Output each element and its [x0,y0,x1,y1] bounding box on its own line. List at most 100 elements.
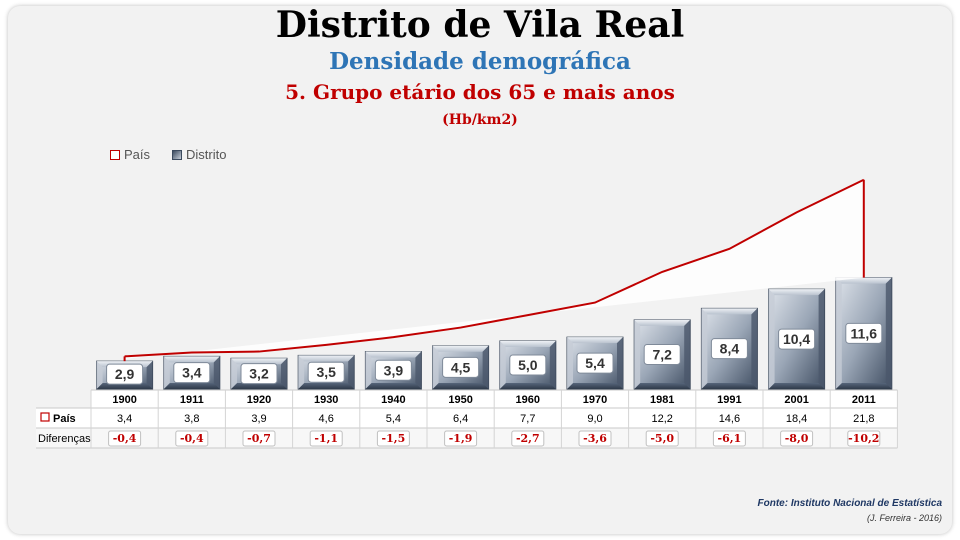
bar-bevel-left [835,277,842,389]
year-label-1991: 1991 [717,394,741,406]
bar-bevel-left [634,319,641,389]
year-label-1940: 1940 [381,394,405,406]
bar-bevel-bottom [499,383,556,389]
diff-value-2011: -10,2 [848,432,879,445]
year-label-1981: 1981 [650,394,674,406]
pais-value-2001: 18,4 [786,413,807,425]
bar-bevel-top [365,351,422,358]
diff-value-box [780,430,814,447]
bar-value-label: 3,4 [182,365,202,381]
pais-series-line [124,178,865,358]
year-label-1911: 1911 [180,394,204,406]
bar-bevel-right [415,351,422,389]
legend-label-distrito: Distrito [186,147,227,162]
diff-value-box [511,430,545,447]
year-label-2001: 2001 [784,394,808,406]
bar-bevel-left [96,361,103,389]
bar-bevel-bottom [163,383,220,389]
pais-value-1900: 3,4 [117,413,132,425]
pais-value-1991: 14,6 [719,413,740,425]
diff-value-box [444,430,478,447]
data-table: País Diferenças 1900 3,4 -0,4 1911 3,8 -0,4 1920… [38,394,881,447]
bar-bevel-left [298,355,305,389]
bar-bevel-right [146,361,153,389]
diff-value-1970: -3,6 [583,432,607,445]
bar-bevel-bottom [567,383,623,389]
bar-value-label: 3,2 [249,366,269,382]
bar-value-label: 3,9 [384,362,404,378]
year-label-1970: 1970 [583,394,607,406]
bar-value-label: 8,4 [720,341,740,357]
pais-row-text: País [53,413,76,425]
distrito-swatch-icon [172,149,183,160]
bar-bevel-bottom [634,383,691,389]
pais-area [124,179,864,359]
bar-bevel-top [163,356,220,363]
distrito-bars: 2,9 3,4 3,2 3,5 3,9 4,5 5,0 5,4 7,2 8,4 10,4 11,6 [96,277,893,390]
bar-value-box [845,322,883,344]
unit-label: (Hb/km2) [442,112,518,128]
diff-value-1960: -2,7 [516,432,540,445]
diff-value-box [175,430,209,447]
bar-value-box [710,338,748,360]
bar-bevel-top [701,308,758,315]
diff-value-box [712,430,746,447]
year-label-1930: 1930 [314,394,338,406]
bar-bevel-top [231,358,287,365]
bar-bevel-left [768,289,775,389]
bar-value-label: 5,0 [518,357,538,373]
bar-bevel-top [768,289,825,296]
pais-swatch-icon [110,149,120,160]
diff-value-2001: -8,0 [785,432,809,445]
pais-value-1911: 3,8 [184,413,199,425]
pais-value-1930: 4,6 [319,413,334,425]
bar-bevel-left [567,337,573,389]
bar-bevel-right [751,308,758,389]
chart-subtitle: Densidade demográfica [329,48,631,75]
year-label-1920: 1920 [247,394,271,406]
bar-value-box [307,361,345,383]
pais-value-1920: 3,9 [251,413,266,425]
bar-bevel-bottom [701,383,758,389]
bar-value-box [374,359,412,381]
year-label-1950: 1950 [448,394,472,406]
pais-value-2011: 21,8 [853,413,874,425]
bar-bevel-right [549,341,556,389]
bar-value-label: 10,4 [783,331,810,347]
bar-bevel-right [348,355,355,389]
pais-value-1950: 6,4 [453,413,468,425]
diff-value-1940: -1,5 [382,432,406,445]
diff-row-label: Diferenças [38,433,91,445]
bar-value-label: 2,9 [115,366,135,382]
diff-value-box [242,430,276,447]
pais-marker-icon [40,412,50,422]
diff-value-1920: -0,7 [247,432,271,445]
bar-bevel-left [701,308,708,389]
bar-value-box [778,328,816,350]
source-note: Fonte: Instituto Nacional de Estatística [757,498,942,509]
bar-value-label: 11,6 [851,325,878,341]
chart-title: Distrito de Vila Real [275,4,685,46]
diff-value-box [108,430,142,447]
distrito-bar-2001: 10,4 [768,288,826,390]
pais-value-1940: 5,4 [386,413,401,425]
distrito-bar-2011: 11,6 [835,277,893,390]
bar-bevel-right [684,319,691,389]
pais-value-1970: 9,0 [587,413,602,425]
diff-value-1981: -5,0 [650,432,674,445]
year-label-1960: 1960 [516,394,540,406]
bar-bevel-right [482,345,489,389]
diff-value-1900: -0,4 [113,432,137,445]
distrito-bar-1900: 2,9 [96,360,154,390]
bar-bevel-top [298,355,355,362]
bar-bevel-top [567,337,623,344]
distrito-bar-1950: 4,5 [432,345,490,390]
bar-bevel-left [432,345,439,389]
diff-value-box [376,430,410,447]
bar-bevel-right [213,356,220,389]
bar-value-label: 7,2 [652,346,672,362]
bar-value-label: 3,5 [316,364,336,380]
diff-value-box [847,430,881,447]
diff-value-1991: -6,1 [718,432,742,445]
bar-bevel-left [231,358,237,389]
